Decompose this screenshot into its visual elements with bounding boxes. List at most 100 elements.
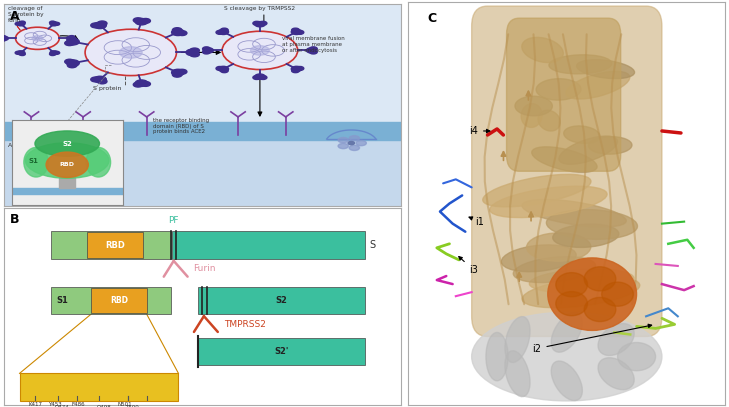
Circle shape bbox=[216, 31, 224, 34]
Ellipse shape bbox=[522, 199, 626, 227]
Ellipse shape bbox=[551, 361, 582, 400]
Ellipse shape bbox=[536, 79, 581, 100]
Text: S2: S2 bbox=[63, 140, 72, 147]
Circle shape bbox=[338, 138, 348, 143]
Bar bbox=[4, 122, 401, 140]
Bar bbox=[12, 188, 122, 195]
Circle shape bbox=[253, 21, 261, 25]
Circle shape bbox=[50, 21, 55, 24]
Circle shape bbox=[171, 69, 184, 76]
Circle shape bbox=[54, 51, 60, 54]
Circle shape bbox=[133, 18, 143, 23]
Circle shape bbox=[349, 145, 359, 151]
Text: A: A bbox=[9, 10, 19, 23]
Ellipse shape bbox=[566, 71, 630, 99]
Circle shape bbox=[67, 37, 77, 42]
Circle shape bbox=[66, 39, 79, 45]
Bar bbox=[87, 232, 143, 258]
Circle shape bbox=[135, 80, 148, 86]
Ellipse shape bbox=[555, 291, 588, 316]
Ellipse shape bbox=[584, 298, 616, 322]
Circle shape bbox=[66, 60, 79, 66]
Text: Q498: Q498 bbox=[96, 405, 111, 407]
Circle shape bbox=[190, 48, 199, 53]
Ellipse shape bbox=[35, 131, 99, 156]
Text: i4: i4 bbox=[469, 126, 490, 136]
Circle shape bbox=[254, 74, 265, 79]
Bar bbox=[4, 129, 401, 206]
Ellipse shape bbox=[547, 258, 636, 330]
Ellipse shape bbox=[526, 233, 590, 261]
Ellipse shape bbox=[513, 256, 596, 282]
Circle shape bbox=[15, 27, 59, 49]
Ellipse shape bbox=[598, 358, 634, 389]
Ellipse shape bbox=[577, 60, 634, 79]
Circle shape bbox=[177, 31, 187, 35]
Circle shape bbox=[253, 76, 261, 79]
Circle shape bbox=[91, 77, 101, 82]
Ellipse shape bbox=[490, 186, 607, 218]
Text: Y453: Y453 bbox=[47, 402, 61, 407]
Circle shape bbox=[50, 53, 55, 55]
Bar bbox=[60, 177, 75, 188]
Text: Q474: Q474 bbox=[54, 405, 69, 407]
Bar bbox=[51, 287, 171, 314]
Circle shape bbox=[173, 28, 182, 33]
Circle shape bbox=[135, 18, 148, 25]
Circle shape bbox=[141, 81, 150, 86]
Ellipse shape bbox=[505, 351, 530, 397]
Circle shape bbox=[32, 35, 43, 41]
Circle shape bbox=[177, 69, 187, 74]
Circle shape bbox=[203, 47, 211, 51]
Bar bbox=[51, 231, 171, 259]
Ellipse shape bbox=[486, 333, 508, 381]
Circle shape bbox=[50, 22, 58, 26]
Text: ACE2 receptor: ACE2 receptor bbox=[7, 143, 52, 148]
Circle shape bbox=[67, 63, 77, 68]
Ellipse shape bbox=[598, 324, 634, 355]
Circle shape bbox=[292, 66, 302, 72]
Ellipse shape bbox=[24, 147, 48, 177]
Circle shape bbox=[218, 29, 229, 35]
Circle shape bbox=[222, 31, 297, 70]
Text: RBD: RBD bbox=[105, 241, 125, 249]
Circle shape bbox=[98, 21, 107, 26]
Ellipse shape bbox=[502, 245, 576, 272]
Circle shape bbox=[0, 38, 6, 41]
Circle shape bbox=[220, 69, 228, 73]
Circle shape bbox=[173, 72, 182, 77]
Circle shape bbox=[338, 143, 348, 149]
Circle shape bbox=[171, 29, 184, 35]
Circle shape bbox=[310, 47, 317, 51]
Circle shape bbox=[216, 66, 224, 70]
Ellipse shape bbox=[551, 313, 582, 352]
Text: N501: N501 bbox=[117, 402, 132, 407]
FancyBboxPatch shape bbox=[507, 18, 620, 171]
Bar bbox=[20, 373, 179, 401]
Ellipse shape bbox=[555, 273, 588, 297]
Circle shape bbox=[349, 136, 359, 141]
Circle shape bbox=[66, 36, 74, 40]
Bar bbox=[91, 287, 147, 313]
Circle shape bbox=[17, 22, 25, 26]
Circle shape bbox=[17, 51, 25, 55]
Circle shape bbox=[203, 50, 211, 54]
Text: Furin: Furin bbox=[194, 264, 216, 273]
Text: F486: F486 bbox=[72, 402, 85, 407]
Bar bbox=[198, 287, 365, 314]
Circle shape bbox=[292, 69, 300, 73]
Text: the receptor binding
domain (RBD) of S
protein binds ACE2: the receptor binding domain (RBD) of S p… bbox=[152, 118, 208, 134]
Text: T500: T500 bbox=[125, 405, 139, 407]
Circle shape bbox=[306, 48, 316, 53]
Ellipse shape bbox=[559, 136, 617, 164]
Circle shape bbox=[93, 76, 106, 83]
Ellipse shape bbox=[538, 110, 561, 131]
Text: S2: S2 bbox=[276, 296, 288, 305]
Circle shape bbox=[93, 22, 106, 28]
Circle shape bbox=[133, 82, 143, 87]
Ellipse shape bbox=[601, 282, 634, 306]
Ellipse shape bbox=[584, 267, 616, 291]
Ellipse shape bbox=[26, 143, 109, 178]
Text: S cleavage by TRMPSS2: S cleavage by TRMPSS2 bbox=[224, 6, 295, 11]
Text: RBD: RBD bbox=[60, 162, 74, 167]
